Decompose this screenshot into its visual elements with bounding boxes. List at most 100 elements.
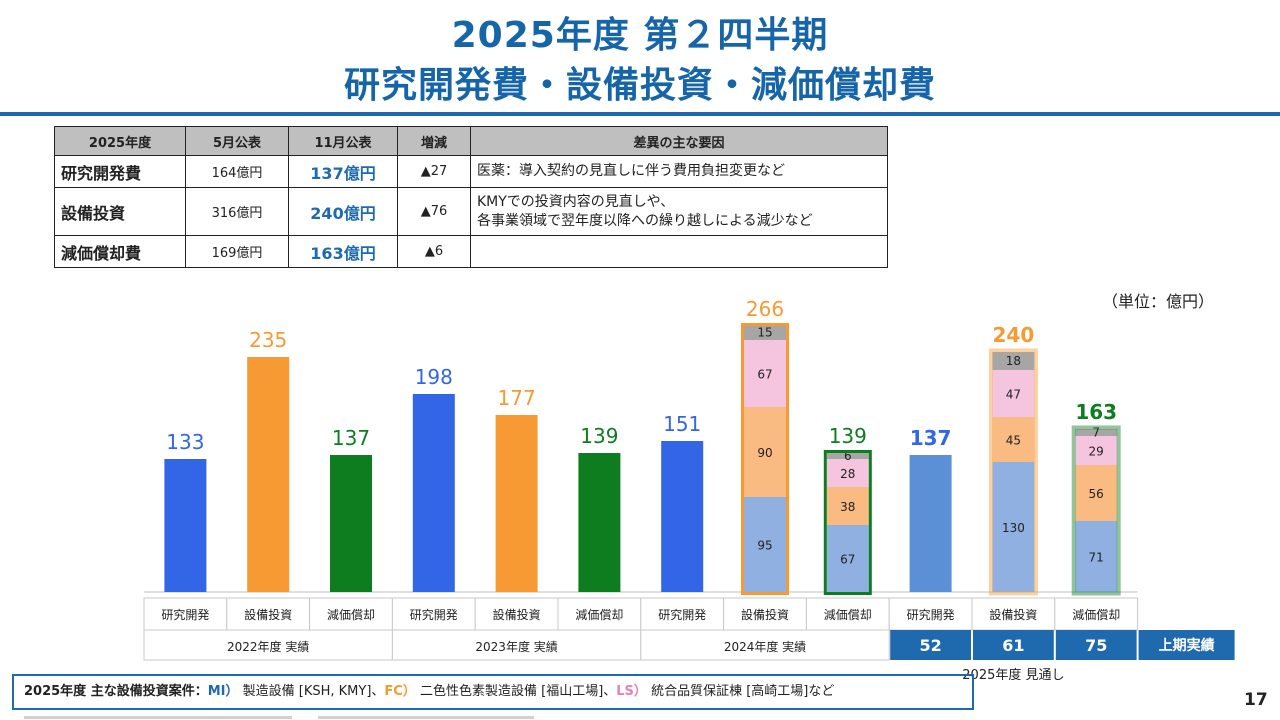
bar-segment-その他 — [1075, 429, 1118, 436]
fc-text: 二色性色素製造設備 [福山工場]、 — [419, 684, 617, 699]
segment-label: 18 — [1006, 354, 1021, 368]
bar — [164, 459, 207, 592]
group-label: 2024年度 実績 — [724, 639, 806, 654]
category-label: 研究開発 — [907, 607, 955, 622]
bar-segment-その他 — [826, 453, 869, 459]
reason-line: KMYでの投資内容の見直しや、 — [477, 193, 675, 210]
bar — [330, 455, 372, 592]
bar-segment-MI — [826, 525, 869, 592]
h1-value: 52 — [919, 636, 941, 655]
table-header: 増減 — [397, 126, 471, 156]
category-cell — [309, 597, 393, 631]
bar-chart: 133 研究開発 235 設備投資 137 減価償却 198 研究開発 177 設備投資 139 減価… — [143, 297, 1235, 680]
bar — [909, 455, 952, 592]
reason-cell: 医薬：導入契約の見直しに伴う費用負担変更など — [470, 155, 888, 188]
segment-label: 130 — [1002, 521, 1025, 535]
bar-outline — [988, 348, 1038, 596]
page-number: 17 — [1244, 690, 1268, 710]
category-label: 減価償却 — [1072, 607, 1120, 622]
category-label: 設備投資 — [493, 607, 541, 622]
table-header: 差異の主な要因 — [470, 126, 888, 156]
page-title-line1: 2025年度 第２四半期 — [451, 15, 829, 56]
h1-cell — [1055, 630, 1137, 660]
bar — [247, 357, 290, 592]
bar-value-label: 137 — [332, 426, 370, 450]
bar-value-label: 151 — [663, 412, 701, 436]
bar-segment-FC — [992, 417, 1035, 462]
category-label: 研究開発 — [410, 607, 458, 622]
bar-value-label: 137 — [910, 426, 952, 450]
segment-label: 29 — [1089, 445, 1104, 459]
group-label: 2022年度 実績 — [227, 639, 309, 654]
table-row: 研究開発費 164億円 137億円 ▲27 医薬：導入契約の見直しに伴う費用負担… — [54, 155, 888, 188]
ls-tag: LS） — [616, 684, 647, 699]
bar-segment-MI — [1075, 521, 1118, 592]
bar-segment-FC — [1075, 465, 1118, 521]
h1-value: 75 — [1085, 636, 1107, 655]
page-title-line2: 研究開発費・設備投資・減価償却費 — [343, 65, 936, 106]
change-value: ▲76 — [397, 187, 471, 236]
summary-table: 2025年度 5月公表 11月公表 増減 差異の主な要因 研究開発費 164億円… — [54, 126, 888, 268]
row-label: 減価償却費 — [54, 235, 186, 268]
segment-label: 56 — [1089, 487, 1104, 501]
h1-value: 61 — [1002, 636, 1024, 655]
bar-value-label: 163 — [1075, 400, 1117, 424]
h1-label-cell — [1138, 630, 1235, 660]
bar-outline — [741, 323, 789, 595]
capex-projects-heading: 2025年度 主な設備投資案件： — [24, 684, 208, 699]
bar-value-label: 266 — [746, 297, 784, 321]
fc-tag: FC） — [384, 684, 416, 699]
bar — [412, 394, 455, 592]
bar-segment-LS — [992, 370, 1035, 417]
table-header-row: 2025年度 5月公表 11月公表 増減 差異の主な要因 — [54, 126, 888, 156]
category-label: 研究開発 — [161, 607, 209, 622]
h1-label: 上期実績 — [1159, 637, 1215, 654]
bar-outline — [823, 450, 872, 595]
segment-label: 6 — [844, 449, 852, 463]
bar-value-label: 139 — [580, 424, 618, 448]
category-cell — [1054, 597, 1139, 631]
bar-segment-FC — [744, 407, 786, 497]
segment-label: 67 — [757, 368, 772, 382]
bar — [495, 415, 538, 592]
bar-segment-LS — [1075, 436, 1118, 465]
segment-label: 71 — [1089, 551, 1104, 565]
reason-cell — [470, 235, 888, 268]
category-label: 設備投資 — [741, 607, 789, 622]
reason-line: 医薬：導入契約の見直しに伴う費用負担変更など — [477, 163, 785, 179]
segment-label: 28 — [840, 467, 855, 481]
nov-value: 163億円 — [288, 235, 398, 268]
category-cell — [391, 597, 476, 631]
table-row: 減価償却費 169億円 163億円 ▲6 — [54, 235, 888, 268]
category-label: 減価償却 — [327, 607, 375, 622]
bar-segment-LS — [744, 340, 786, 407]
group-label: 2023年度 実績 — [475, 639, 557, 654]
footer-line — [24, 716, 292, 719]
ls-text: 統合品質保証棟 [高崎工場]など — [651, 684, 835, 699]
category-cell — [474, 597, 559, 631]
table-header: 11月公表 — [288, 126, 398, 156]
h1-cell — [890, 630, 971, 660]
segment-label: 90 — [757, 446, 772, 460]
bar-segment-その他 — [744, 325, 786, 340]
row-label: 設備投資 — [54, 187, 186, 236]
category-label: 設備投資 — [244, 607, 292, 622]
capex-projects-box: 2025年度 主な設備投資案件：MI） 製造設備 [KSH, KMY]、FC） … — [12, 674, 974, 710]
category-label: 設備投資 — [989, 607, 1037, 622]
mi-tag: MI） — [207, 684, 239, 699]
group-cell — [640, 629, 890, 661]
group-label-2025: 2025年度 見通し — [962, 667, 1064, 680]
row-label: 研究開発費 — [54, 155, 186, 188]
bar-segment-その他 — [992, 352, 1035, 370]
may-value: 164億円 — [185, 155, 289, 188]
bar-value-label: 139 — [829, 424, 867, 448]
bar-segment-FC — [826, 487, 869, 525]
mi-text: 製造設備 [KSH, KMY]、 — [242, 684, 385, 699]
segment-label: 47 — [1006, 388, 1021, 402]
bar-segment-LS — [826, 459, 869, 487]
category-label: 減価償却 — [824, 607, 872, 622]
segment-label: 95 — [757, 539, 772, 553]
category-cell — [143, 597, 228, 631]
bar — [578, 453, 621, 592]
table-header: 5月公表 — [185, 126, 289, 156]
